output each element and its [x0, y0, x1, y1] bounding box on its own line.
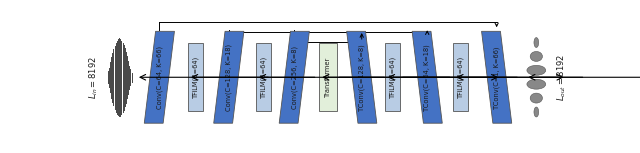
Polygon shape — [481, 31, 512, 123]
Polygon shape — [347, 31, 377, 123]
Text: TConv(C=64, K=18): TConv(C=64, K=18) — [424, 44, 431, 111]
Bar — [454, 43, 468, 111]
Bar — [188, 43, 203, 111]
Polygon shape — [412, 31, 442, 123]
Ellipse shape — [534, 38, 539, 47]
Text: $L_{in} = 8192$: $L_{in} = 8192$ — [88, 56, 100, 99]
Ellipse shape — [530, 93, 543, 103]
Bar — [319, 43, 337, 111]
Text: TFiLM(B=64): TFiLM(B=64) — [260, 56, 267, 98]
Text: Conv(C=128, K=18): Conv(C=128, K=18) — [225, 44, 232, 111]
Bar — [385, 43, 400, 111]
Text: TConv(C=128, K=8): TConv(C=128, K=8) — [358, 44, 365, 111]
Text: TFiLM(B=64): TFiLM(B=64) — [192, 56, 199, 98]
Polygon shape — [214, 31, 244, 123]
Text: TFiLM(B=64): TFiLM(B=64) — [458, 56, 464, 98]
Text: Conv(C=64, K=66): Conv(C=64, K=66) — [156, 46, 163, 109]
Ellipse shape — [527, 65, 546, 75]
Polygon shape — [279, 31, 309, 123]
Polygon shape — [144, 31, 175, 123]
Ellipse shape — [534, 107, 539, 117]
Text: Transformer: Transformer — [325, 57, 331, 97]
Text: Conv(C=256, K=8): Conv(C=256, K=8) — [291, 46, 298, 109]
Text: TFiLM(B=64): TFiLM(B=64) — [389, 56, 396, 98]
Text: TConv(C=1, K=66): TConv(C=1, K=66) — [493, 46, 500, 108]
Text: $L_{out} = 8192$: $L_{out} = 8192$ — [556, 54, 568, 101]
Ellipse shape — [527, 79, 546, 89]
Ellipse shape — [530, 51, 543, 61]
Bar — [256, 43, 271, 111]
